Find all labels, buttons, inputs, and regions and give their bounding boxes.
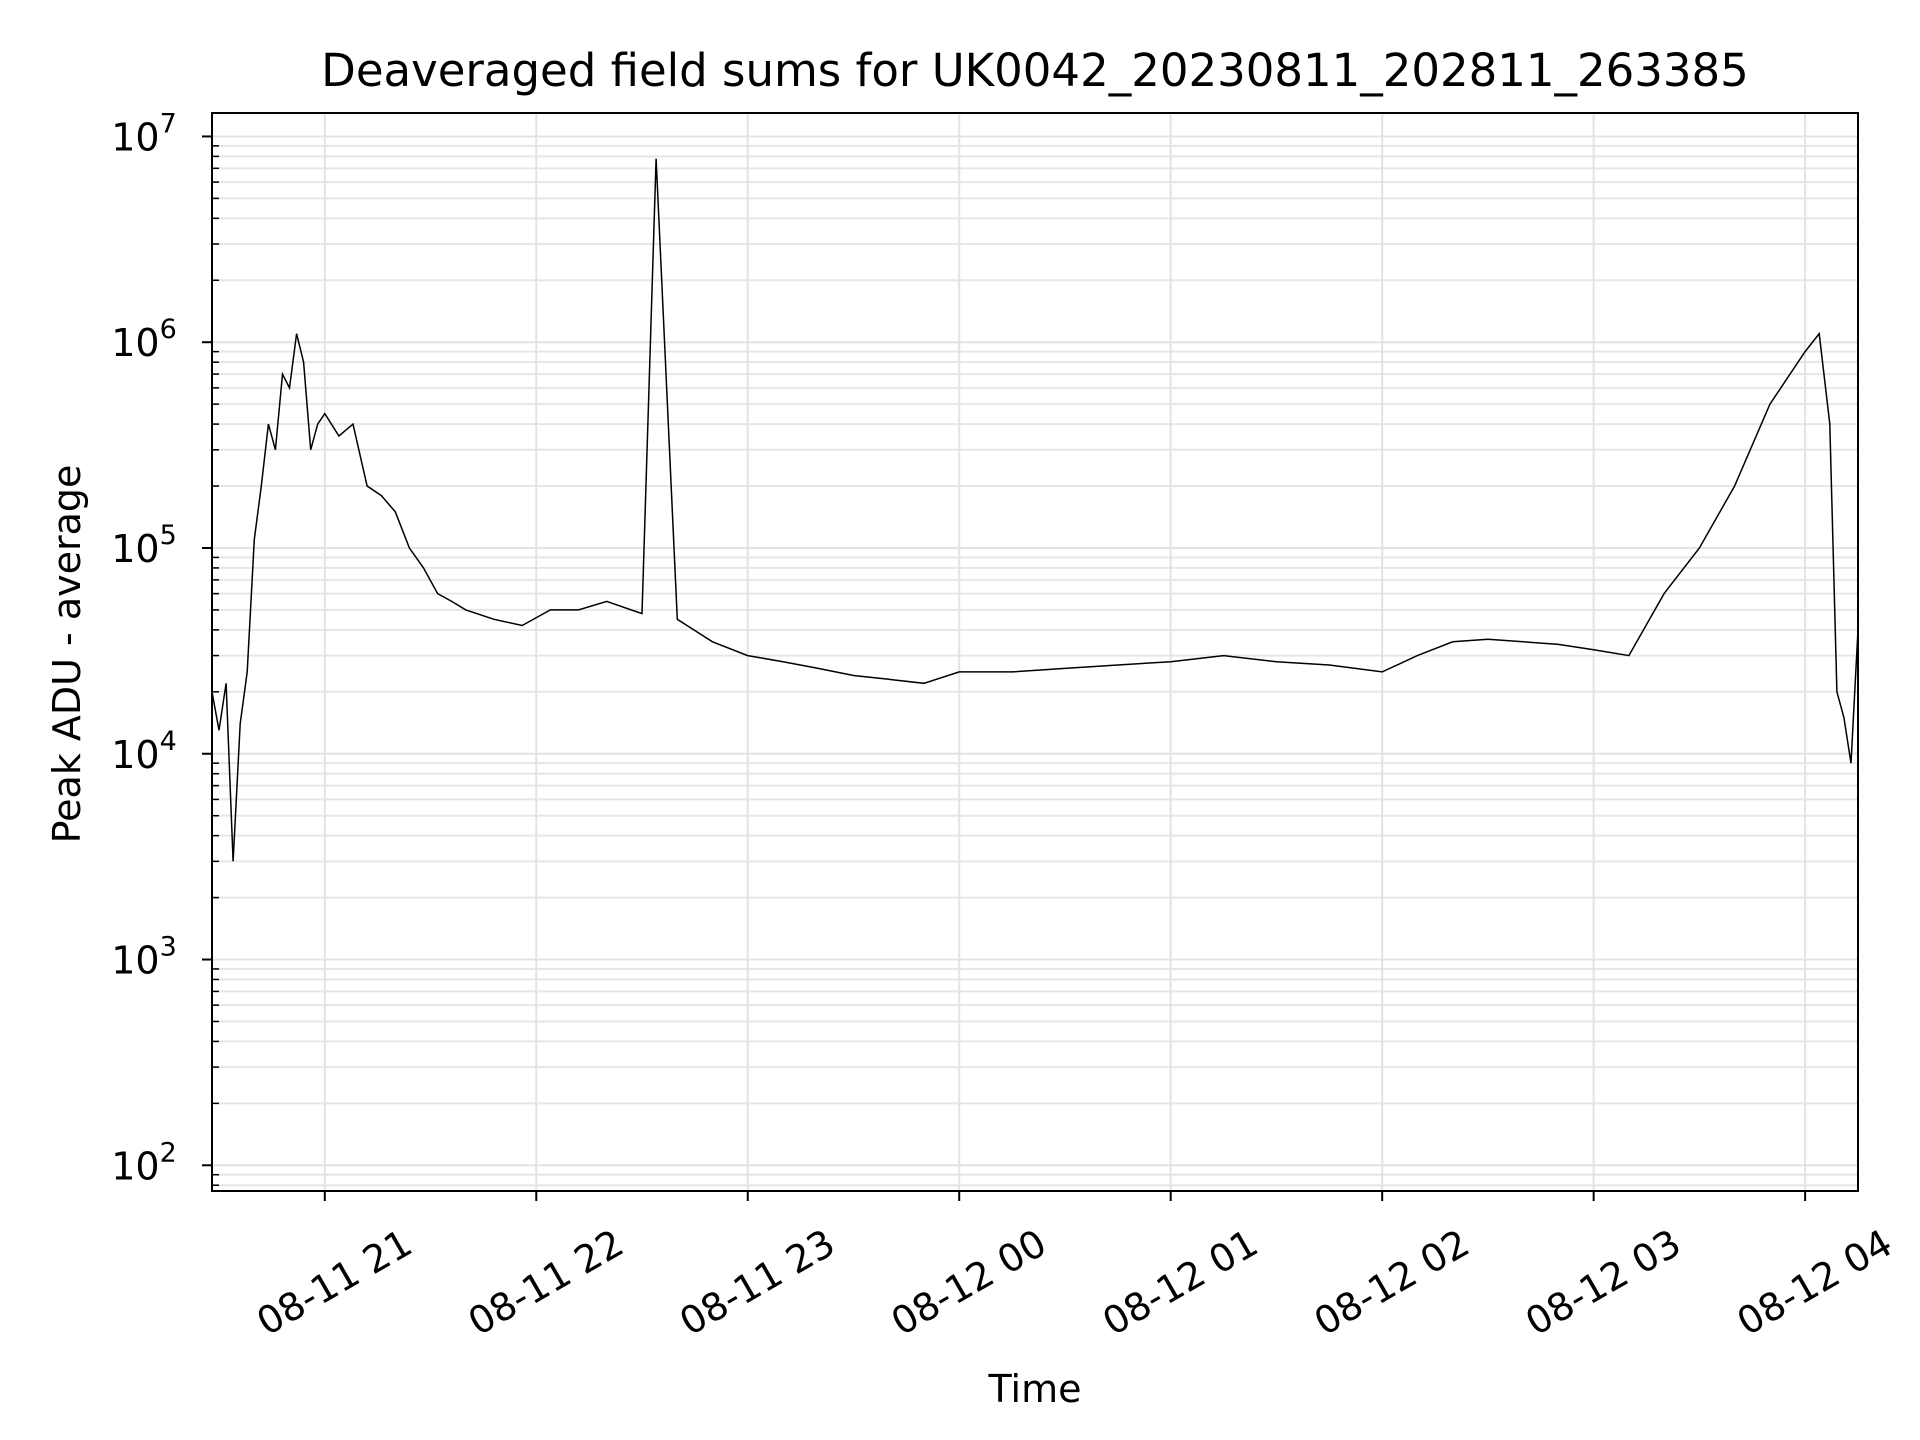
y-tick-label: 104 xyxy=(111,726,177,777)
y-tick-label: 102 xyxy=(111,1137,177,1188)
y-tick-base: 10 xyxy=(111,527,159,571)
y-tick-exponent: 5 xyxy=(160,520,177,551)
x-axis-label: Time xyxy=(988,1367,1082,1411)
y-tick-exponent: 4 xyxy=(160,726,177,757)
y-tick-base: 10 xyxy=(111,115,159,159)
y-tick-base: 10 xyxy=(111,1144,159,1188)
y-tick-exponent: 7 xyxy=(160,108,177,139)
grid-major xyxy=(212,113,1858,1191)
y-tick-base: 10 xyxy=(111,733,159,777)
y-tick-base: 10 xyxy=(111,321,159,365)
y-axis-label: Peak ADU - average xyxy=(45,465,89,844)
y-tick-base: 10 xyxy=(111,939,159,983)
y-tick-exponent: 2 xyxy=(160,1137,177,1168)
chart-title: Deaveraged field sums for UK0042_2023081… xyxy=(321,44,1749,97)
y-tick-exponent: 6 xyxy=(160,314,177,345)
y-tick-label: 106 xyxy=(111,314,177,365)
y-tick-label: 107 xyxy=(111,108,177,159)
grid-minor xyxy=(212,144,1858,1187)
y-tick-label: 105 xyxy=(111,520,177,571)
plot-frame xyxy=(211,112,1859,1192)
series-line xyxy=(211,158,1859,862)
y-tick-exponent: 3 xyxy=(160,932,177,963)
y-tick-label: 103 xyxy=(111,932,177,983)
